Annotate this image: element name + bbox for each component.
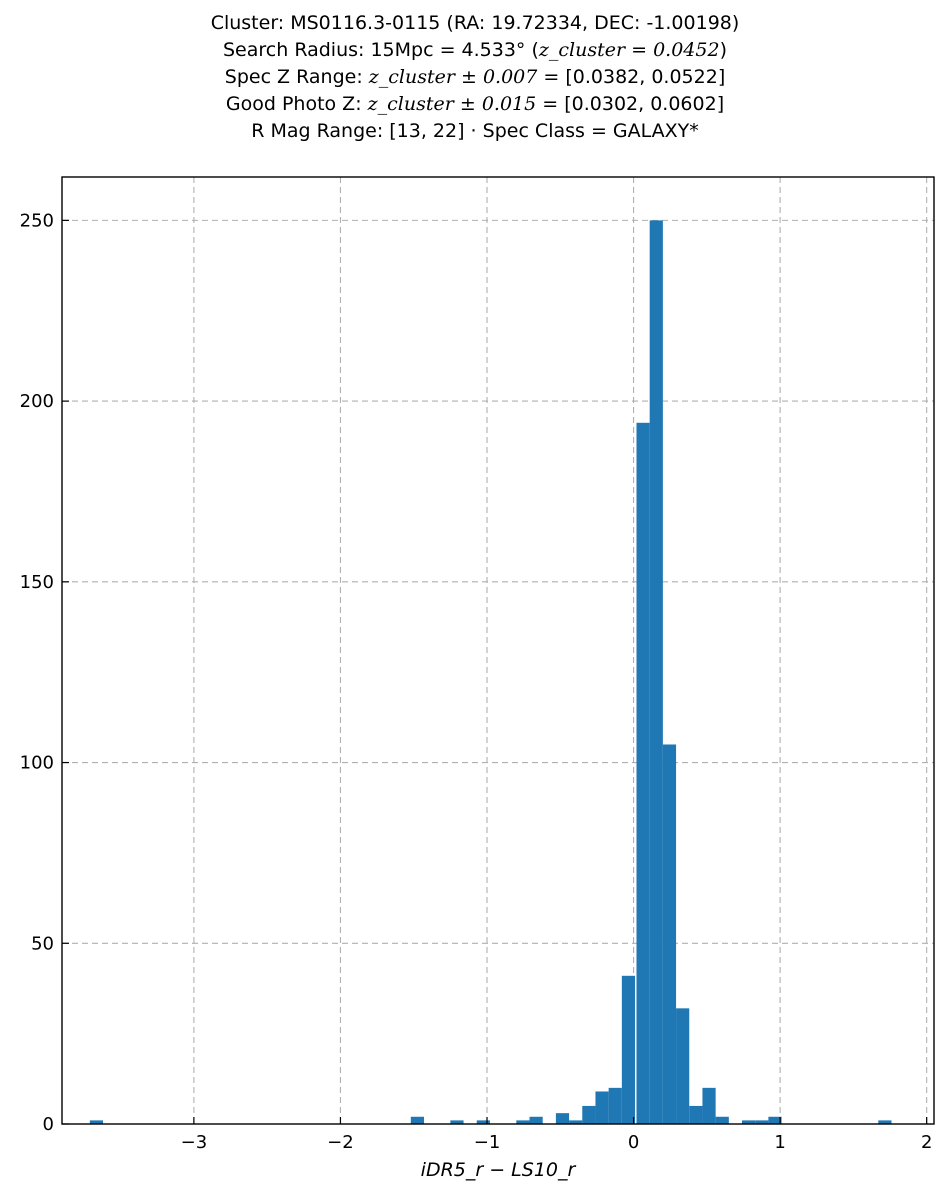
grid-layer: [62, 177, 934, 1125]
chart-title: Cluster: MS0116.3-0115 (RA: 19.72334, DE…: [0, 10, 950, 145]
histogram-bar: [450, 1120, 464, 1124]
y-tick-label: 250: [20, 210, 54, 231]
histogram-bar: [476, 1120, 490, 1124]
x-tick-label: −2: [327, 1132, 354, 1153]
histogram-bar: [621, 975, 636, 1124]
histogram-bar: [878, 1120, 892, 1124]
title-line-1: Cluster: MS0116.3-0115 (RA: 19.72334, DE…: [210, 12, 740, 34]
y-tick-label: 0: [43, 1114, 54, 1135]
histogram-bar: [582, 1105, 596, 1124]
histogram-bar: [702, 1087, 716, 1124]
ticks-layer: −3 −2 −1 0 1 2 0 50 100 150 200 250: [20, 210, 933, 1153]
title-line-2: Search Radius: 15Mpc = 4.533° (z_cluster…: [223, 39, 727, 61]
x-tick-label: 2: [921, 1132, 932, 1153]
histogram-bar: [636, 422, 650, 1124]
histogram-bar: [595, 1091, 609, 1124]
plot-frame: [61, 176, 935, 1125]
x-tick-label: −1: [474, 1132, 501, 1153]
histogram-bar: [768, 1116, 782, 1124]
title-line-4: Good Photo Z: z_cluster ± 0.015 = [0.030…: [225, 93, 725, 115]
histogram-bar: [608, 1087, 622, 1124]
title-line-3: Spec Z Range: z_cluster ± 0.007 = [0.038…: [224, 66, 726, 88]
y-tick-label: 100: [20, 753, 54, 774]
histogram-bar: [689, 1105, 703, 1124]
histogram-bar: [555, 1113, 570, 1124]
x-axis-label: iDR5_r − LS10_r: [421, 1159, 577, 1181]
y-tick-label: 200: [20, 391, 54, 412]
bars-layer: [89, 220, 892, 1125]
title-math-3: z_cluster ± 0.007: [368, 66, 538, 88]
histogram-bar: [569, 1120, 583, 1124]
histogram-bar: [662, 744, 677, 1124]
histogram-bar: [529, 1116, 543, 1124]
histogram-bar: [755, 1120, 769, 1124]
x-tick-label: 1: [774, 1132, 785, 1153]
title-math-4: z_cluster ± 0.015: [367, 93, 537, 115]
histogram-bar: [89, 1120, 104, 1124]
title-math-2: z_cluster = 0.0452: [538, 39, 720, 61]
histogram-bar: [742, 1120, 756, 1124]
histogram-bar: [410, 1116, 424, 1124]
histogram-bar: [516, 1120, 530, 1124]
histogram-bar: [715, 1116, 729, 1124]
y-tick-label: 50: [31, 933, 54, 954]
x-tick-label: −3: [181, 1132, 208, 1153]
x-tick-label: 0: [628, 1132, 639, 1153]
histogram-bar: [676, 1008, 690, 1124]
y-tick-label: 150: [20, 572, 54, 593]
histogram-bar: [649, 220, 663, 1125]
title-line-5: R Mag Range: [13, 22] · Spec Class = GAL…: [251, 120, 699, 142]
